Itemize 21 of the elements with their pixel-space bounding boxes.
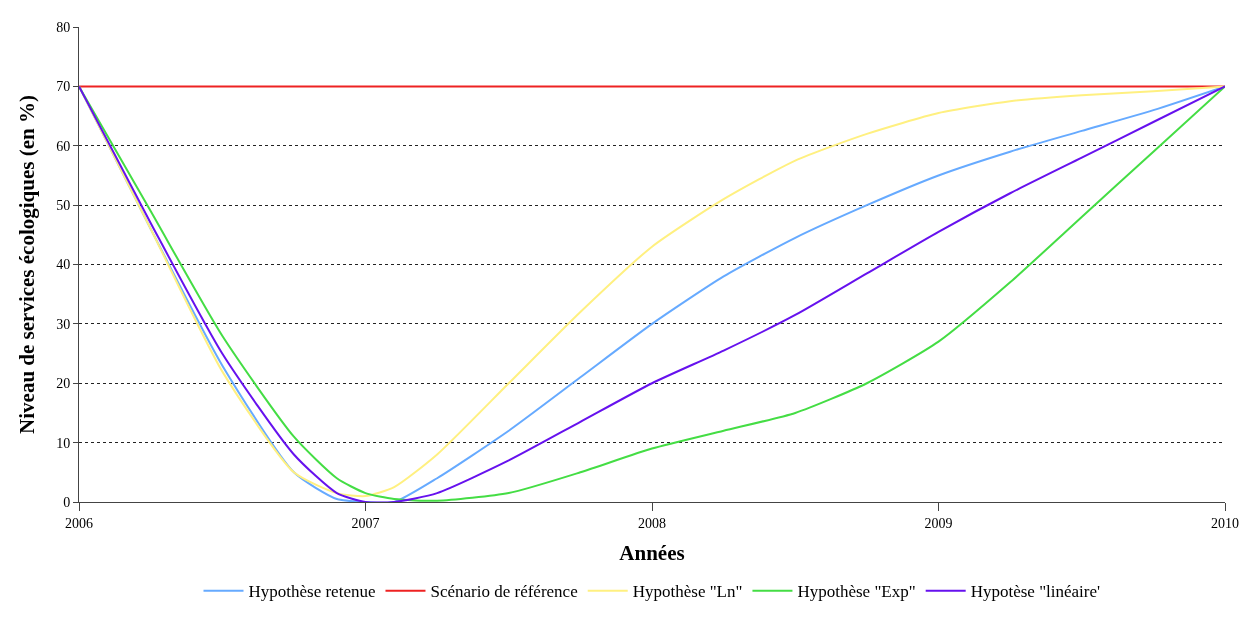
legend-label: Hypothèse "Ln" xyxy=(632,582,743,602)
y-tick-label: 40 xyxy=(56,257,71,273)
x-tick-label: 2009 xyxy=(924,515,953,531)
y-tick-label: 0 xyxy=(63,494,71,510)
x-tick-label: 2006 xyxy=(65,515,93,531)
y-tick-label: 20 xyxy=(56,376,71,392)
x-axis-title: Années xyxy=(619,541,685,565)
x-tick-label: 2008 xyxy=(638,515,666,531)
y-tick-label: 30 xyxy=(56,316,71,332)
y-tick-label: 80 xyxy=(56,19,71,35)
legend-label: Hypotèse "linéaire' xyxy=(970,582,1101,602)
y-axis-title: Niveau de services écologiques (en %) xyxy=(15,95,40,434)
y-tick-label: 50 xyxy=(56,198,71,214)
legend-label: Hypothèse "Exp" xyxy=(797,582,916,602)
legend-label: Scénario de référence xyxy=(430,582,578,602)
y-tick-label: 10 xyxy=(56,435,71,451)
y-tick-label: 70 xyxy=(56,79,71,95)
x-tick-label: 2007 xyxy=(351,515,380,531)
legend-label: Hypothèse retenue xyxy=(248,582,376,602)
x-tick-label: 2010 xyxy=(1211,515,1239,531)
y-tick-label: 60 xyxy=(56,138,71,154)
